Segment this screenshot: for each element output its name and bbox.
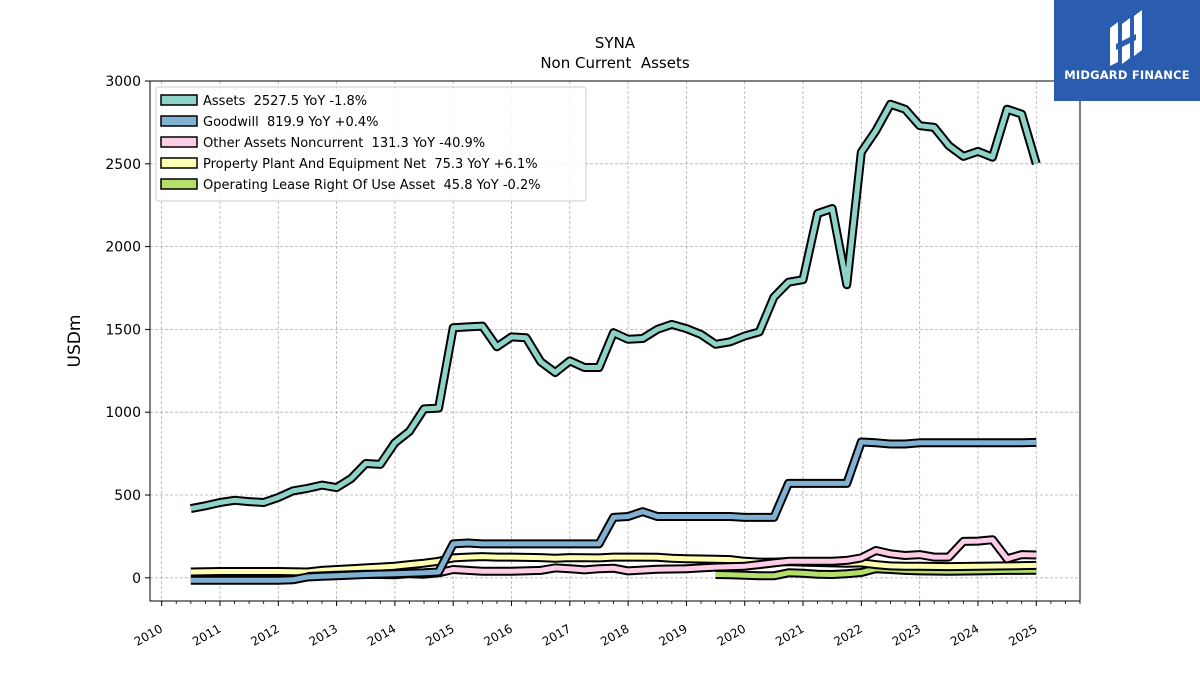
legend-swatch [160,94,198,106]
plot-frame [149,80,1081,602]
x-tick-label: 2023 [890,621,923,648]
series-line [190,552,1037,577]
series-line-fill [190,101,1039,512]
x-tick-label: 2025 [1006,621,1039,648]
series-line-fill [190,554,1037,575]
x-tick-label: 2021 [773,621,806,648]
y-tick-label: 2500 [105,157,141,173]
legend-swatch [160,157,198,169]
y-tick-label: 1000 [105,405,141,421]
y-tick-label: 3000 [105,74,141,90]
chart-title: SYNA [595,34,636,52]
legend-swatch [160,115,198,127]
y-tick-label: 2000 [105,240,141,256]
legend-box [155,86,587,202]
series-line [715,564,1037,581]
series-line [307,535,1037,581]
x-tick-label: 2022 [831,621,864,648]
legend-label: Property Plant And Equipment Net 75.3 Yo… [203,157,538,172]
series-line-fill [715,566,1037,579]
midgard-finance-logo: MIDGARD FINANCE [1054,0,1200,101]
x-tick-label: 2017 [540,621,573,648]
logo-text: MIDGARD FINANCE [1064,68,1190,82]
chart-subtitle: Non Current Assets [540,54,690,72]
legend-swatch [160,178,198,190]
x-tick-label: 2024 [948,621,981,648]
legend-label: Operating Lease Right Of Use Asset 45.8 … [203,178,541,193]
legend-label: Goodwill 819.9 YoY +0.4% [203,115,378,130]
x-tick-label: 2015 [423,621,456,648]
y-axis-label: USDm [65,315,85,368]
x-tick-label: 2016 [482,621,515,648]
legend-label: Other Assets Noncurrent 131.3 YoY -40.9% [203,136,485,151]
series-line [190,437,1037,585]
y-tick-label: 0 [132,571,141,587]
x-tick-label: 2013 [307,621,340,648]
x-tick-label: 2019 [656,621,689,648]
legend-label: Assets 2527.5 YoY -1.8% [203,94,367,109]
midgard-logo-icon [1110,10,1142,66]
y-tick-label: 500 [114,488,141,504]
series-line [189,99,1041,514]
series-lines [189,99,1041,585]
x-tick-label: 2020 [715,621,748,648]
x-tick-label: 2012 [248,621,281,648]
x-tick-label: 2018 [598,621,631,648]
x-tick-label: 2011 [190,621,223,648]
series-line-fill [190,439,1037,583]
x-tick-label: 2014 [365,621,398,648]
legend: Assets 2527.5 YoY -1.8% Goodwill 819.9 Yo… [155,86,587,202]
y-tick-label: 1500 [105,322,141,338]
series-line-fill [307,537,1037,579]
x-tick-label: 2010 [132,621,165,648]
legend-swatch [160,136,198,148]
